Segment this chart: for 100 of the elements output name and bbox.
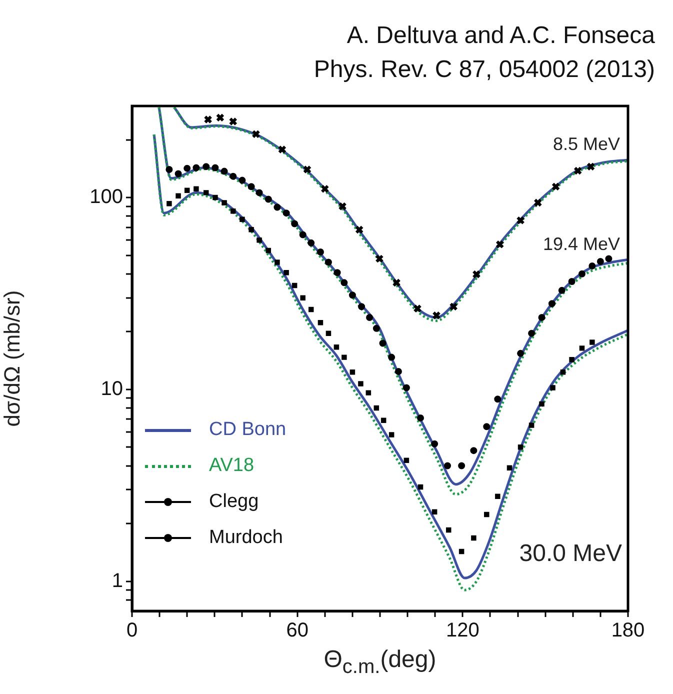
y-tick-label: 10 (100, 378, 123, 400)
point (413, 304, 422, 313)
annotation: 30.0 MeV (519, 540, 622, 568)
point (449, 302, 458, 311)
point (230, 208, 236, 214)
point (483, 423, 490, 430)
chart-title: A. Deltuva and A.C. Fonseca (346, 22, 655, 50)
point (184, 188, 190, 193)
point (308, 306, 314, 312)
point (590, 340, 595, 345)
point (471, 535, 476, 541)
point (495, 494, 500, 500)
point (320, 184, 330, 194)
point (568, 278, 576, 286)
point (355, 225, 364, 234)
point (402, 384, 410, 392)
point (176, 193, 181, 199)
point (212, 194, 218, 200)
point (517, 350, 524, 357)
legend-label: CD Bonn (209, 419, 286, 441)
x-tick-label: 120 (446, 620, 480, 642)
point (284, 270, 289, 276)
point (300, 295, 306, 300)
point (366, 314, 374, 322)
point (569, 356, 574, 362)
point (394, 368, 402, 375)
point (326, 330, 332, 336)
legend-label: Clegg (209, 491, 259, 513)
point (342, 354, 347, 360)
point (256, 237, 262, 243)
point (299, 231, 306, 238)
x-tick-label: 180 (611, 620, 645, 642)
point (375, 254, 384, 264)
point (494, 396, 502, 403)
chart-subtitle: Phys. Rev. C 87, 054002 (2013) (314, 56, 655, 84)
point (432, 509, 438, 514)
point (418, 484, 424, 490)
point (392, 278, 401, 288)
point (174, 170, 182, 178)
point (252, 130, 260, 138)
point (366, 390, 372, 396)
y-tick-label: 1 (112, 570, 123, 592)
annotation: 8.5 MeV (552, 134, 620, 155)
point (548, 300, 556, 308)
point (560, 370, 566, 375)
point (417, 414, 424, 422)
point (472, 270, 481, 279)
point (506, 465, 512, 470)
point (266, 248, 272, 254)
point (291, 220, 298, 228)
point (388, 354, 396, 361)
point (358, 303, 366, 310)
point (264, 196, 272, 203)
point (212, 164, 219, 172)
point (202, 163, 210, 170)
point (534, 198, 542, 208)
point (586, 162, 596, 171)
point (228, 117, 238, 126)
point (308, 239, 315, 246)
point (605, 255, 612, 262)
point (340, 279, 348, 286)
point (248, 183, 255, 190)
y-tick-label: 100 (90, 186, 123, 208)
point (458, 462, 466, 470)
point (334, 269, 341, 276)
point (230, 172, 237, 180)
annotation: 19.4 MeV (542, 234, 620, 255)
point (484, 512, 490, 518)
point (282, 210, 290, 217)
point (516, 216, 525, 225)
point (274, 260, 280, 265)
point (216, 113, 225, 122)
point (372, 324, 380, 332)
point (184, 164, 191, 172)
point (550, 385, 556, 390)
point (574, 166, 582, 176)
point (274, 204, 281, 211)
point (388, 432, 394, 438)
point (248, 227, 254, 232)
point (292, 282, 298, 288)
point (318, 320, 324, 326)
point (539, 401, 544, 407)
point (192, 164, 200, 172)
point (518, 444, 524, 450)
point (379, 340, 386, 347)
point (444, 462, 452, 470)
point (579, 346, 585, 351)
x-tick-label: 60 (286, 620, 308, 642)
point (458, 548, 464, 554)
point (528, 330, 536, 337)
point (302, 165, 312, 174)
point (432, 311, 441, 320)
point (551, 182, 560, 191)
point (278, 145, 287, 154)
point (358, 381, 364, 386)
point (324, 258, 332, 266)
legend-label: AV18 (209, 455, 254, 477)
point (204, 190, 209, 196)
x-axis-title: Θ$_{c.m.}$(deg) (322, 646, 438, 679)
point (446, 527, 452, 533)
